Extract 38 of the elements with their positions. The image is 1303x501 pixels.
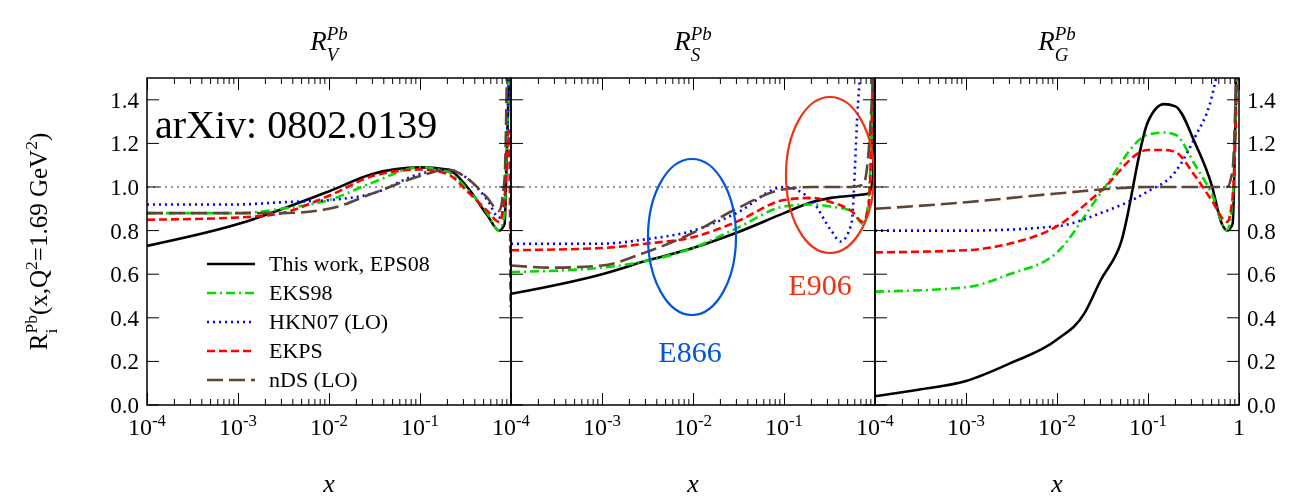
y-tick-label: 1.4 [110, 87, 140, 113]
annotation: E866 [658, 335, 722, 368]
x-axis-title: x [322, 469, 336, 498]
legend-label: nDS (LO) [269, 367, 358, 392]
y-tick-label: 0.4 [1247, 305, 1277, 331]
y-tick-label: 1.2 [1247, 131, 1276, 157]
x-tick-label: 10$^{-1}$ [765, 410, 803, 440]
x-tick-label: 1 [1233, 414, 1245, 440]
x-tick-label: 10$^{-1}$ [401, 410, 439, 440]
annotation: arXiv: 0802.0139 [155, 102, 438, 147]
x-tick-label: 10$^{-4}$ [492, 410, 531, 440]
x-axis-title: x [686, 469, 700, 498]
x-tick-label: 10$^{-1}$ [1129, 410, 1167, 440]
x-tick-label: 10$^{-4}$ [856, 410, 895, 440]
x-tick-label: 10$^{-2}$ [310, 410, 348, 440]
y-tick-label: 1.2 [110, 131, 139, 157]
x-axis-title: x [1050, 469, 1064, 498]
y-tick-label: 0.0 [1247, 393, 1276, 418]
y-tick-label: 0.6 [110, 262, 139, 288]
y-tick-label: 0.4 [110, 305, 140, 331]
y-tick-label: 0.6 [1247, 262, 1276, 288]
legend-label: EKPS [269, 338, 323, 363]
x-tick-label: 10$^{-3}$ [219, 410, 257, 440]
x-tick-label: 10$^{-2}$ [1038, 410, 1076, 440]
y-tick-label: 0.2 [1247, 349, 1276, 375]
y-tick-label: 0.2 [110, 349, 139, 375]
x-tick-label: 10$^{-3}$ [947, 410, 985, 440]
y-tick-label: 1.4 [1247, 87, 1277, 113]
x-tick-label: 10$^{-3}$ [583, 410, 621, 440]
legend-label: EKS98 [269, 280, 333, 305]
legend-label: This work, EPS08 [269, 251, 430, 276]
annotation: E906 [788, 268, 852, 301]
y-tick-label: 1.0 [1247, 175, 1276, 200]
legend-label: HKN07 (LO) [269, 309, 389, 334]
y-tick-label: 1.0 [110, 175, 139, 200]
y-tick-label: 0.8 [110, 218, 139, 244]
x-tick-label: 10$^{-2}$ [674, 410, 712, 440]
y-tick-label: 0.8 [1247, 218, 1276, 244]
